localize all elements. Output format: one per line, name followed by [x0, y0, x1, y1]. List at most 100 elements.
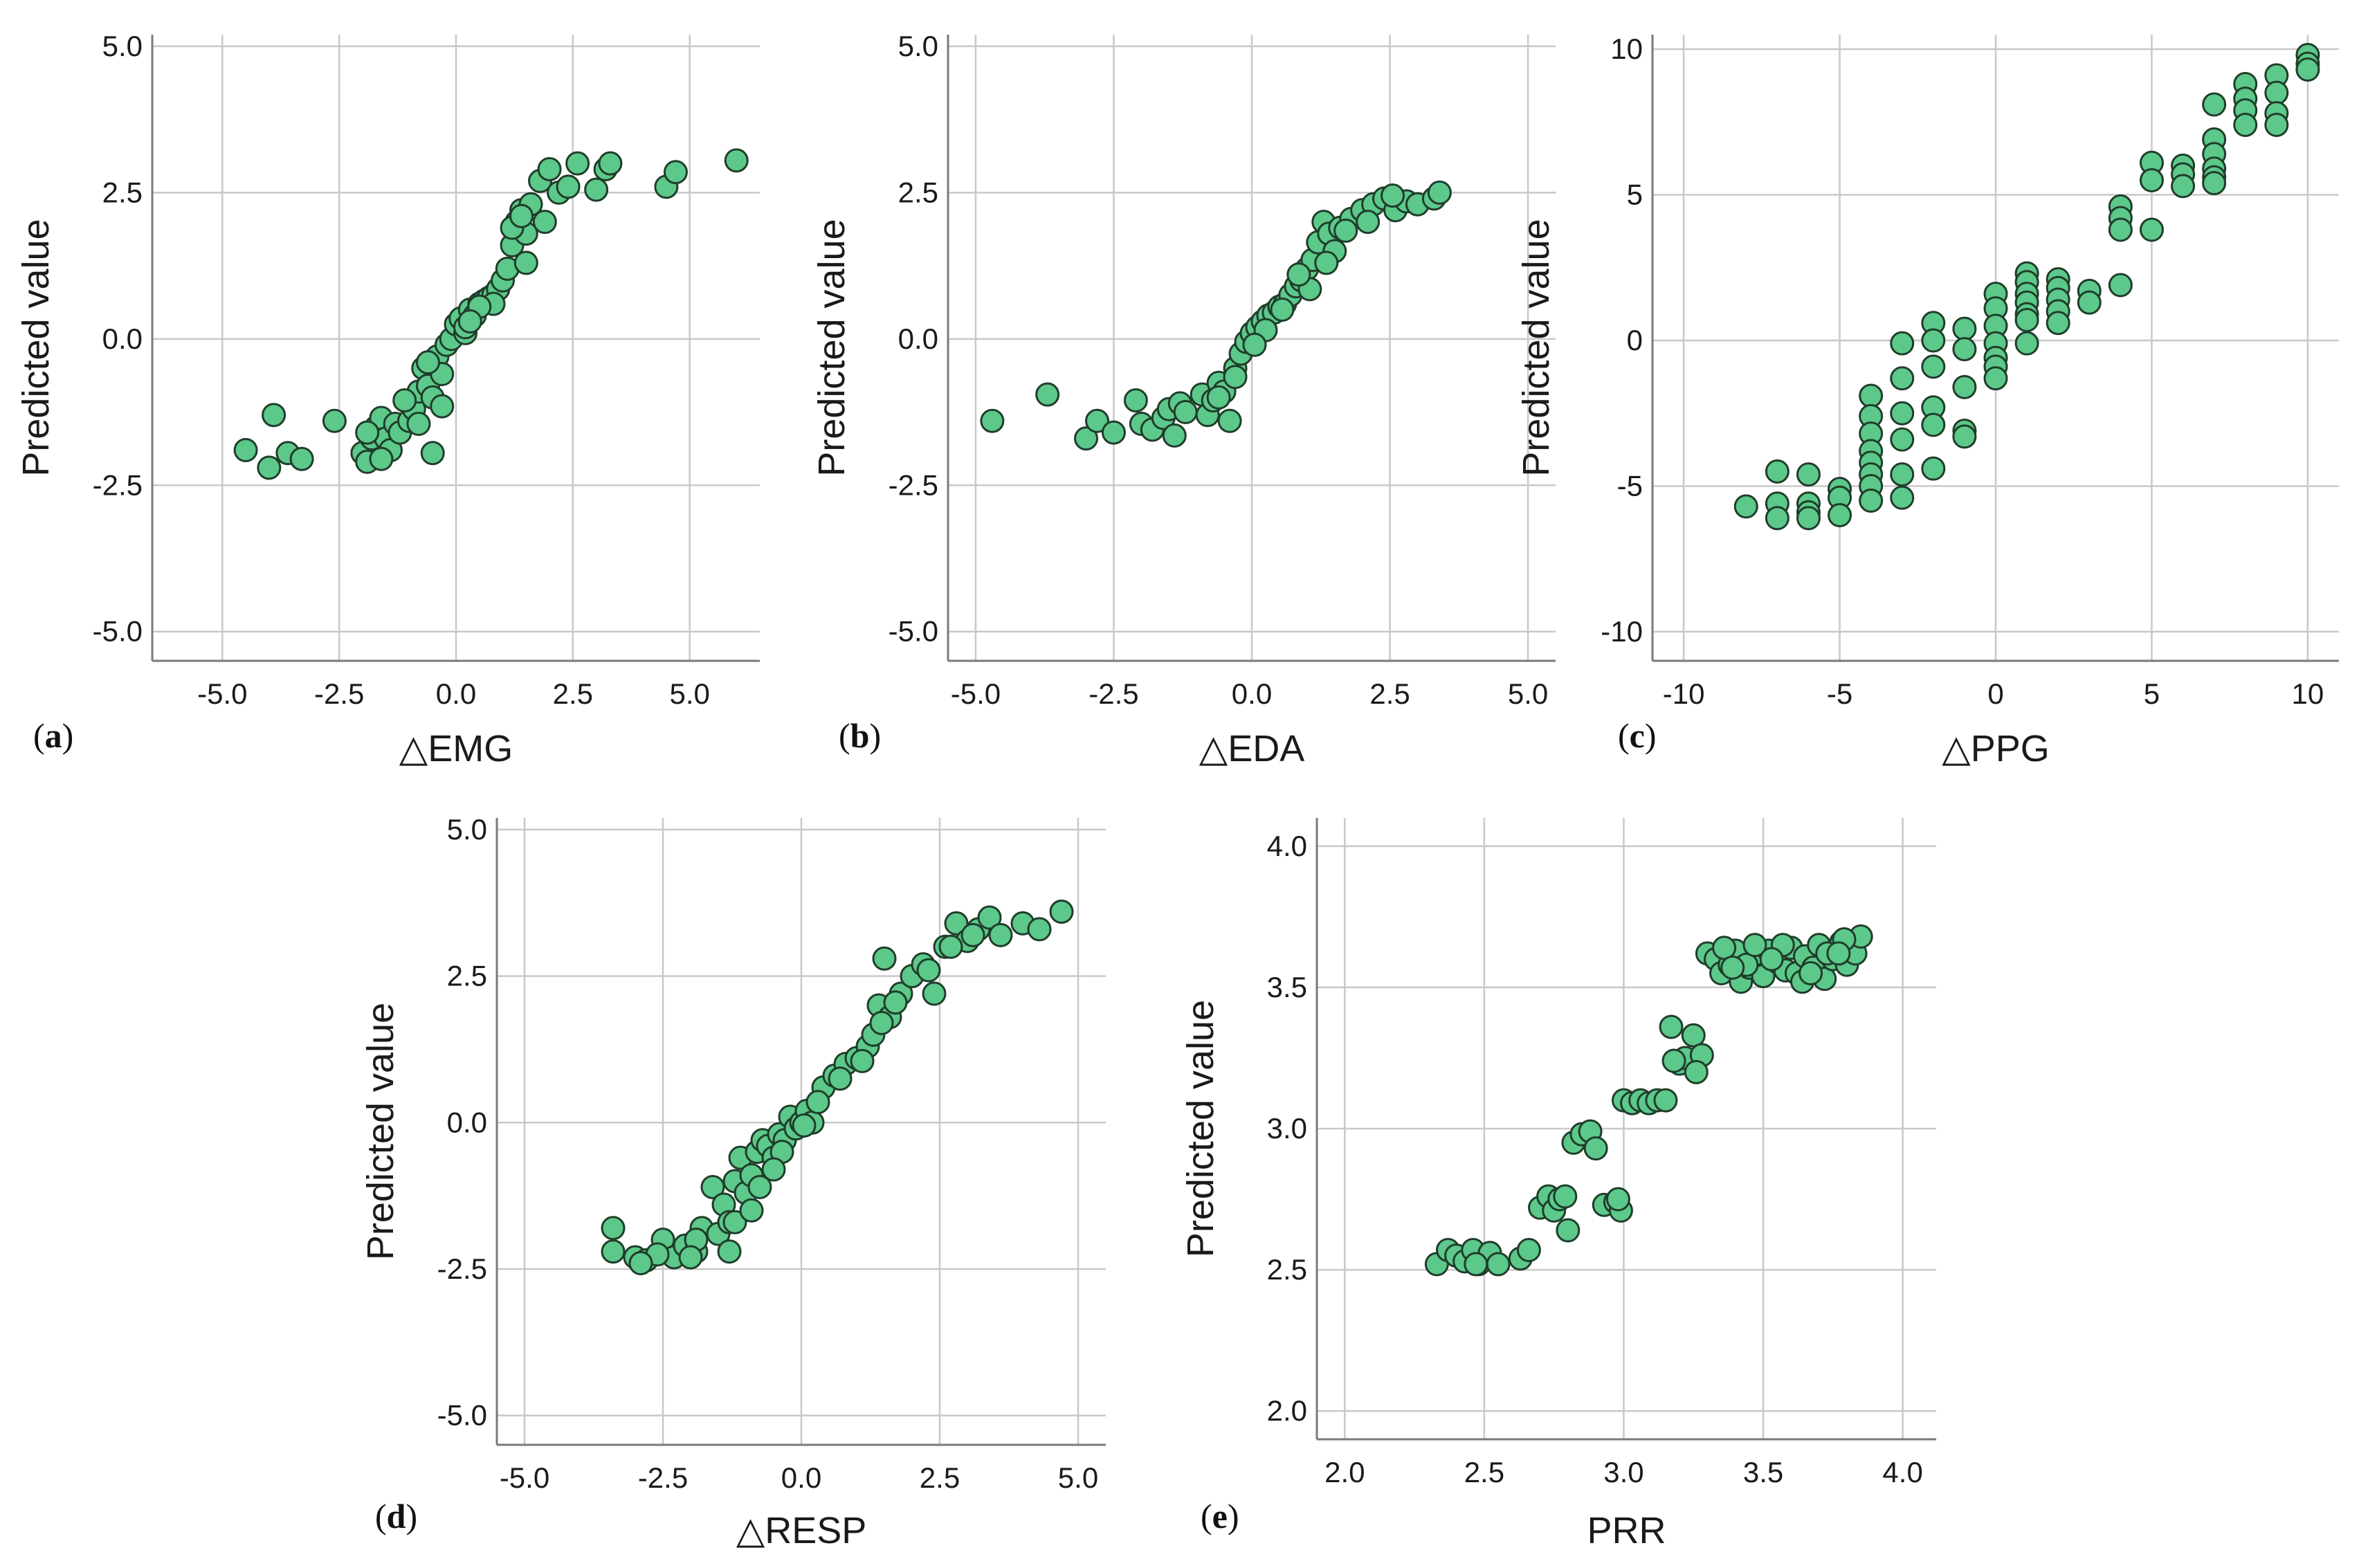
data-point	[2108, 217, 2133, 242]
data-point	[584, 177, 609, 202]
data-point	[1859, 488, 1884, 513]
y-axis-title: Predicted value	[360, 1003, 401, 1260]
data-point	[850, 1048, 875, 1073]
data-point	[2202, 92, 2227, 117]
x-tick-label: 0	[1987, 677, 2003, 710]
data-point	[1826, 941, 1851, 966]
data-point	[678, 1245, 703, 1270]
y-tick-label: -5.0	[889, 615, 938, 648]
data-point	[1314, 250, 1339, 275]
data-point	[1173, 400, 1198, 425]
data-point	[2264, 80, 2289, 105]
data-point	[1027, 917, 1052, 942]
x-tick-label: 2.5	[1464, 1456, 1504, 1488]
data-point	[869, 1010, 894, 1035]
y-tick-label: 5.0	[898, 30, 938, 62]
data-point	[1035, 382, 1060, 407]
y-tick-label: -2.5	[437, 1252, 487, 1285]
data-point	[1101, 420, 1126, 445]
x-tick-label: 5	[2144, 677, 2160, 710]
x-tick-label: 4.0	[1882, 1456, 1922, 1488]
data-point	[1356, 210, 1381, 235]
data-point	[1983, 366, 2008, 391]
data-point	[938, 934, 963, 959]
panel-a-emg: -5.0 -2.5 0.0 2.5 5.0 -5.0 -2.5 0.0 2.5 5.0 △EMG Pr…	[15, 30, 760, 769]
data-point	[1859, 383, 1884, 408]
data-point	[1583, 1136, 1608, 1161]
data-point	[2202, 171, 2227, 196]
data-point	[1242, 332, 1267, 357]
x-tick-label: 0.0	[781, 1461, 821, 1494]
data-point	[1921, 456, 1946, 481]
data-point	[233, 438, 258, 463]
data-point	[792, 1113, 817, 1138]
y-tick-label: -2.5	[93, 468, 143, 501]
data-point	[1742, 933, 1767, 958]
data-point	[2077, 290, 2102, 315]
x-tick-label: 2.0	[1324, 1456, 1365, 1488]
data-point	[1921, 328, 1946, 353]
x-axis-title: △EDA	[1199, 728, 1305, 769]
y-tick-label: 2.0	[1267, 1394, 1307, 1427]
data-point	[977, 905, 1002, 930]
data-point	[457, 309, 482, 334]
x-tick-label: 10	[2292, 677, 2324, 710]
data-point	[1123, 388, 1148, 413]
x-tick-label: -5.0	[197, 677, 247, 710]
data-point	[1952, 337, 1977, 362]
data-point	[761, 1157, 786, 1182]
y-tick-label: 3.5	[1267, 971, 1307, 1003]
data-point	[532, 210, 557, 235]
data-point	[1049, 899, 1074, 924]
data-point	[1217, 408, 1242, 433]
data-point	[1516, 1238, 1541, 1263]
y-axis-title: Predicted value	[811, 219, 853, 476]
y-tick-label: 2.5	[1267, 1253, 1307, 1286]
data-point	[1759, 947, 1784, 972]
panel-d-resp: -5.0 -2.5 0.0 2.5 5.0 -5.0 -2.5 0.0 2.5 5.0 △RESP P…	[360, 813, 1106, 1551]
y-tick-label: 2.5	[447, 960, 487, 992]
x-tick-label: -5	[1827, 677, 1852, 710]
panel-b-eda: -5.0 -2.5 0.0 2.5 5.0 -5.0 -2.5 0.0 2.5 5.0 △EDA Pr…	[811, 30, 1556, 769]
data-point	[369, 446, 394, 471]
y-tick-label: 0.0	[102, 322, 143, 355]
data-point	[537, 157, 562, 182]
data-point	[262, 403, 286, 428]
data-point	[663, 160, 688, 185]
data-point	[1286, 262, 1311, 287]
data-point	[430, 394, 455, 419]
y-tick-label: 3.0	[1267, 1112, 1307, 1145]
x-axis-title: △PPG	[1942, 728, 2050, 769]
data-point	[601, 1216, 626, 1241]
data-point	[1653, 1088, 1678, 1113]
data-point	[1765, 506, 1789, 531]
data-point	[2046, 311, 2070, 336]
data-point	[1605, 1187, 1630, 1212]
data-point	[2014, 308, 2039, 333]
data-point	[883, 990, 908, 1015]
data-point	[1733, 494, 1758, 519]
data-point	[1333, 218, 1358, 243]
data-point	[922, 981, 947, 1006]
data-point	[1890, 462, 1915, 487]
x-tick-label: -5.0	[500, 1461, 549, 1494]
y-tick-label: 0.0	[898, 322, 938, 355]
data-point	[2264, 112, 2289, 137]
data-point	[1486, 1252, 1511, 1277]
data-point	[1890, 427, 1915, 452]
data-point	[1162, 423, 1187, 448]
y-axis-title: Predicted value	[15, 219, 57, 476]
data-point	[739, 1198, 764, 1223]
x-tick-label: 3.0	[1603, 1456, 1643, 1488]
data-point	[722, 1210, 747, 1234]
data-point	[2139, 217, 2164, 242]
panel-e-prr: 2.0 2.5 3.0 3.5 4.0 2.0 2.5 3.0 3.5 4.0 PRR Predict…	[1180, 818, 1936, 1551]
data-point	[747, 1174, 772, 1199]
data-point	[960, 922, 985, 947]
panel-letter: (a)	[33, 716, 73, 755]
x-axis-title: △EMG	[399, 728, 513, 769]
panel-letter: (d)	[375, 1497, 417, 1535]
y-tick-label: 0	[1627, 324, 1643, 356]
x-tick-label: 5.0	[669, 677, 709, 710]
data-point	[1890, 331, 1915, 356]
